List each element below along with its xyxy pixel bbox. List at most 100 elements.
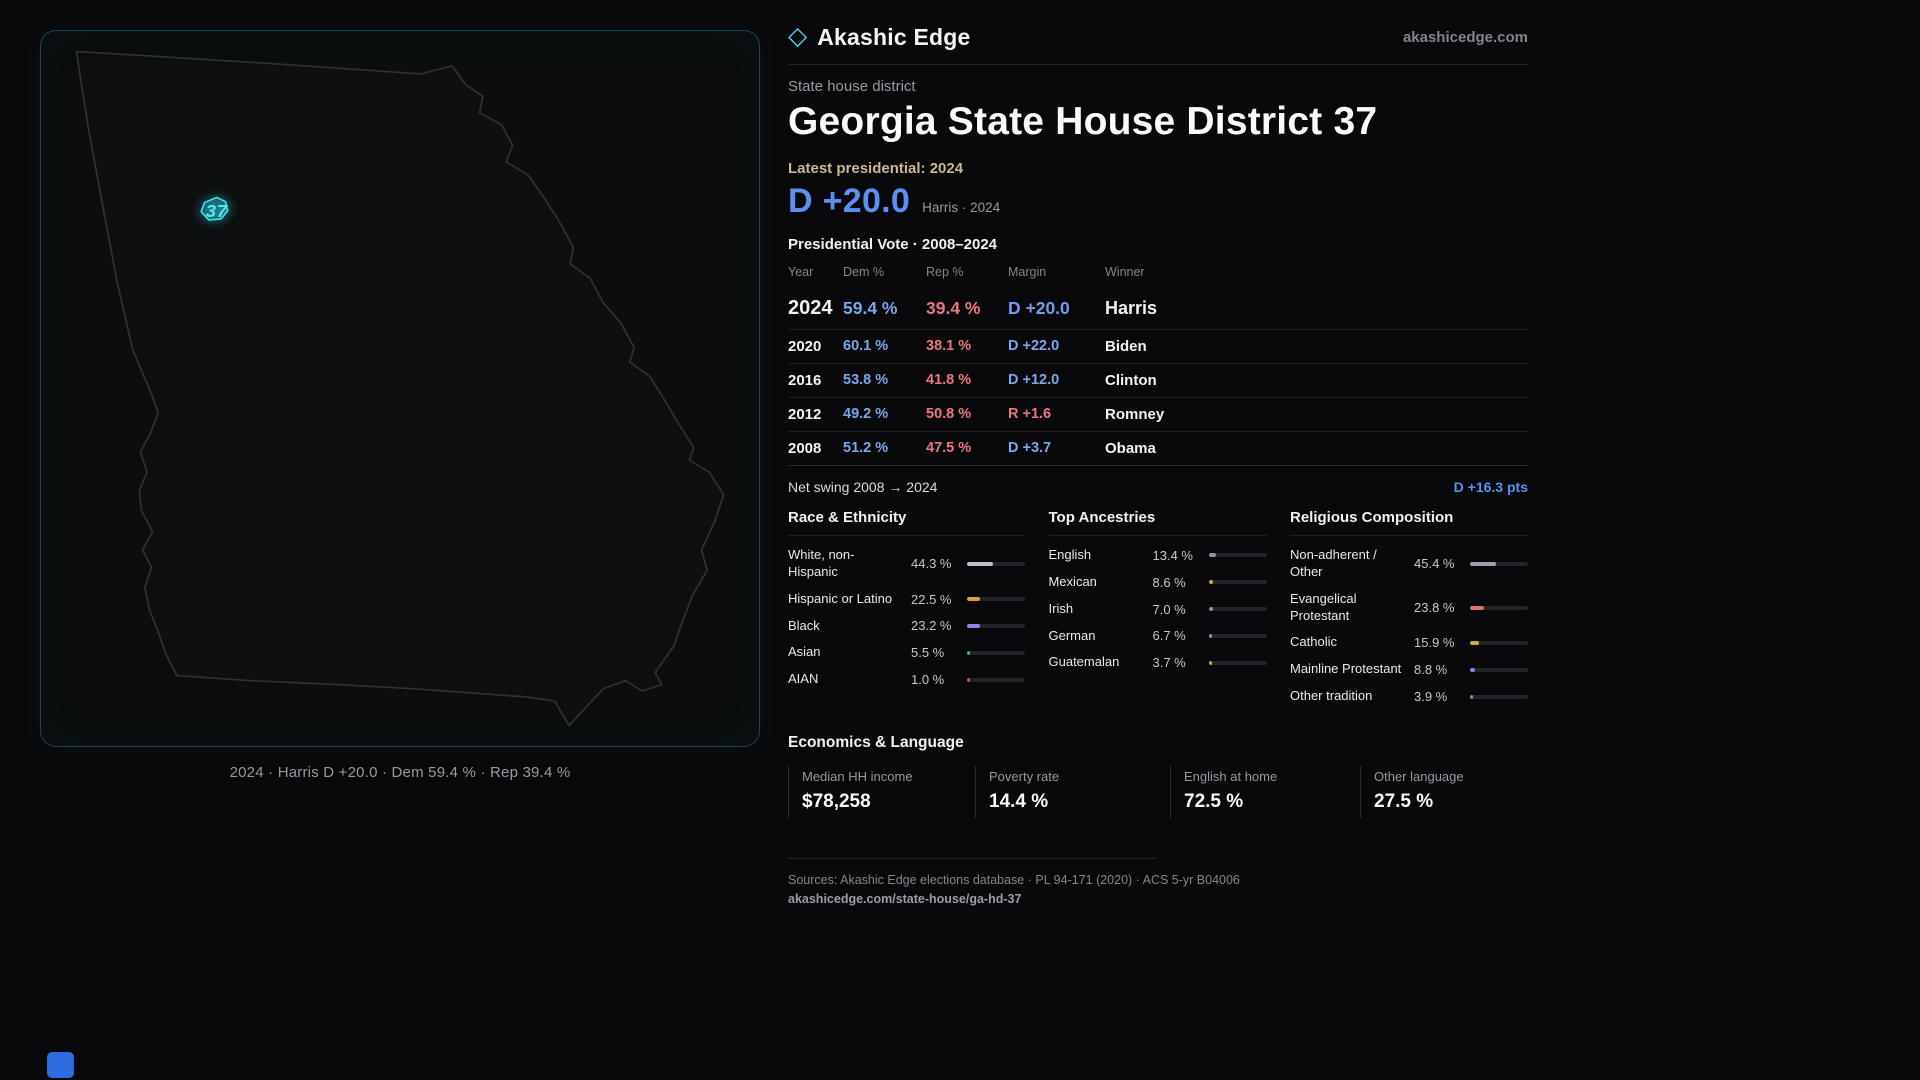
dem-pct-cell: 51.2 % <box>843 440 889 457</box>
demo-value: 1.0 % <box>911 672 945 688</box>
winner-cell: Biden <box>1105 337 1147 355</box>
margin-cell: R +1.6 <box>1008 406 1052 423</box>
page-title: Georgia State House District 37 <box>788 100 1378 143</box>
demo-label: Catholic <box>1290 634 1337 650</box>
net-swing-label: Net swing 2008 → 2024 <box>788 478 938 495</box>
demo-label: Mexican <box>1048 573 1097 589</box>
winner-cell: Harris <box>1105 297 1158 318</box>
permalink[interactable]: akashicedge.com/state-house/ga-hd-37 <box>788 892 1022 907</box>
demo-item: Irish 7.0 % <box>1049 596 1267 623</box>
district-37-label: 37 <box>206 202 228 221</box>
latest-presidential-label: Latest presidential: 2024 <box>788 159 964 177</box>
vote-table-heading: Presidential Vote · 2008–2024 <box>788 235 998 253</box>
demo-value: 23.2 % <box>911 618 952 634</box>
demo-item: Evangelical Protestant 23.8 % <box>1290 586 1528 630</box>
mini-bar <box>967 597 1025 602</box>
demo-label: German <box>1048 627 1096 643</box>
mini-bar <box>1208 580 1267 585</box>
demo-item: Other tradition 3.9 % <box>1290 683 1528 710</box>
diamond-logo-icon: ◇ <box>788 22 808 50</box>
stat-label: English at home <box>1184 769 1278 785</box>
demo-value: 5.5 % <box>911 645 945 661</box>
winner-cell: Obama <box>1105 439 1156 457</box>
mini-bar <box>1208 553 1267 558</box>
vote-table-header-row: Year Dem % Rep % Margin Winner <box>788 257 1528 288</box>
demo-label: Mainline Protestant <box>1290 661 1402 677</box>
stat-value: 72.5 % <box>1184 791 1244 813</box>
vote-row-2020: 2020 60.1 % 38.1 % D +22.0 Biden <box>788 330 1528 364</box>
stat-median-income: Median HH income $78,258 <box>788 766 975 819</box>
demo-label: AIAN <box>788 671 819 687</box>
demo-item: Asian 5.5 % <box>788 639 1025 666</box>
ancestries-heading: Top Ancestries <box>1048 509 1267 536</box>
map-section: 37 2024 · Harris D +20.0 · Dem 59.4 % · … <box>40 30 760 781</box>
year-cell: 2016 <box>788 371 822 389</box>
demo-label: Evangelical Protestant <box>1290 590 1357 623</box>
stat-english-at-home: English at home 72.5 % <box>1170 766 1360 819</box>
demo-value: 22.5 % <box>911 591 952 607</box>
demo-value: 15.9 % <box>1414 635 1455 651</box>
year-cell: 2008 <box>788 439 822 457</box>
demo-value: 8.6 % <box>1152 574 1186 590</box>
rep-pct-cell: 39.4 % <box>926 297 981 318</box>
vote-row-2012: 2012 49.2 % 50.8 % R +1.6 Romney <box>788 398 1528 432</box>
dem-pct-cell: 60.1 % <box>843 338 889 355</box>
year-cell: 2012 <box>788 405 822 423</box>
demographics-section: Race & Ethnicity White, non-Hispanic 44.… <box>788 509 1528 710</box>
stat-poverty-rate: Poverty rate 14.4 % <box>975 766 1170 819</box>
report-panel: ◇ Akashic Edge akashicedge.com State hou… <box>788 24 1528 906</box>
demo-label: English <box>1048 546 1092 562</box>
demo-item: Guatemalan 3.7 % <box>1049 649 1267 676</box>
brand-header: ◇ Akashic Edge akashicedge.com <box>788 24 1528 65</box>
demo-value: 3.9 % <box>1414 689 1448 705</box>
stat-value: 14.4 % <box>989 791 1049 813</box>
brand-site-link[interactable]: akashicedge.com <box>1402 29 1528 46</box>
col-header-margin: Margin <box>1008 264 1047 279</box>
demo-label: Hispanic or Latino <box>788 590 893 606</box>
demo-item: Non-adherent / Other 45.4 % <box>1290 542 1528 586</box>
margin-cell: D +3.7 <box>1008 440 1052 457</box>
col-header-winner: Winner <box>1105 264 1145 279</box>
presidential-vote-table: Year Dem % Rep % Margin Winner 2024 59.4… <box>788 257 1528 466</box>
demo-value: 7.0 % <box>1152 601 1186 617</box>
mini-bar <box>1208 660 1267 665</box>
margin-cell: D +12.0 <box>1008 372 1060 389</box>
race-ethnicity-column: Race & Ethnicity White, non-Hispanic 44.… <box>788 509 1025 710</box>
demo-value: 6.7 % <box>1152 628 1186 644</box>
demo-label: Asian <box>788 644 821 660</box>
net-swing-row: Net swing 2008 → 2024 D +16.3 pts <box>788 466 1528 495</box>
demo-value: 44.3 % <box>911 556 952 572</box>
headline-margin-value: D +20.0 <box>788 181 911 220</box>
religion-column: Religious Composition Non-adherent / Oth… <box>1290 509 1528 710</box>
brand-name: Akashic Edge <box>817 24 971 50</box>
demo-item: AIAN 1.0 % <box>788 666 1025 693</box>
georgia-outline <box>75 50 725 727</box>
corner-brand-chip <box>47 1052 74 1078</box>
year-cell: 2020 <box>788 337 822 355</box>
vote-row-2008: 2008 51.2 % 47.5 % D +3.7 Obama <box>788 432 1528 466</box>
mini-bar <box>1208 633 1267 638</box>
map-panel: 37 <box>40 30 760 747</box>
demo-label: Other tradition <box>1290 688 1373 704</box>
economics-heading: Economics & Language <box>788 734 964 752</box>
mini-bar <box>1470 694 1528 699</box>
race-heading: Race & Ethnicity <box>788 509 1025 536</box>
mini-bar <box>967 650 1025 655</box>
headline-margin-row: D +20.0 Harris · 2024 <box>788 182 1528 221</box>
economics-stats: Median HH income $78,258 Poverty rate 14… <box>788 766 1528 819</box>
col-header-dem: Dem % <box>843 264 884 279</box>
col-header-year: Year <box>788 264 814 279</box>
winner-cell: Romney <box>1105 405 1165 423</box>
headline-margin-detail: Harris · 2024 <box>922 199 1001 215</box>
demo-value: 23.8 % <box>1414 600 1455 616</box>
winner-cell: Clinton <box>1105 371 1157 389</box>
demo-item: Hispanic or Latino 22.5 % <box>788 586 1025 613</box>
demo-label: Guatemalan <box>1048 654 1120 670</box>
mini-bar <box>967 677 1025 682</box>
demo-item: Black 23.2 % <box>788 613 1025 640</box>
stat-value: 27.5 % <box>1374 791 1434 813</box>
demo-item: Mainline Protestant 8.8 % <box>1290 656 1528 683</box>
map-caption: 2024 · Harris D +20.0 · Dem 59.4 % · Rep… <box>229 764 571 781</box>
demo-item: White, non-Hispanic 44.3 % <box>788 542 1025 586</box>
stat-label: Other language <box>1374 769 1464 785</box>
